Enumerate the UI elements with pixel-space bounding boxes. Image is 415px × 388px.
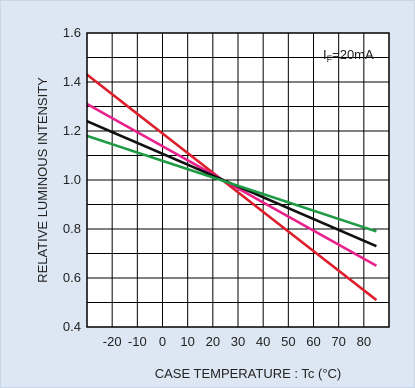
- y-tick-label: 1.4: [63, 74, 81, 89]
- y-tick-label: 0.8: [63, 221, 81, 236]
- y-tick-label: 0.4: [63, 319, 81, 334]
- series-line-4: [86, 134, 377, 233]
- y-tick-label: 1.2: [63, 123, 81, 138]
- y-tick-label: 1.0: [63, 172, 81, 187]
- x-axis-label: CASE TEMPERATURE : Tc (°C): [155, 366, 342, 381]
- x-tick-label: -10: [128, 334, 147, 349]
- x-tick-label: 60: [306, 334, 320, 349]
- plot-border: [86, 32, 390, 328]
- x-tick-label: 20: [206, 334, 220, 349]
- x-tick-label: 70: [331, 334, 345, 349]
- x-tick-label: 50: [281, 334, 295, 349]
- y-tick-label: 0.6: [63, 270, 81, 285]
- x-tick-label: 10: [180, 334, 194, 349]
- x-tick-label: 40: [256, 334, 270, 349]
- x-tick-label: 80: [357, 334, 371, 349]
- series-line-1: [86, 73, 378, 302]
- x-tick-label: 30: [231, 334, 245, 349]
- y-axis-label: RELATIVE LUMINOUS INTENSITY: [35, 77, 50, 283]
- x-tick-label: -20: [103, 334, 122, 349]
- tick-labels: -20 -10 0 10 20 30 40 50 60 70 80 0.4 0.6 0.8 1.0 1.2 1.…: [63, 25, 371, 349]
- x-tick-label: 0: [159, 334, 166, 349]
- series-layer: [86, 73, 378, 302]
- y-tick-label: 1.6: [63, 25, 81, 40]
- condition-annotation: IF=20mA: [323, 47, 374, 64]
